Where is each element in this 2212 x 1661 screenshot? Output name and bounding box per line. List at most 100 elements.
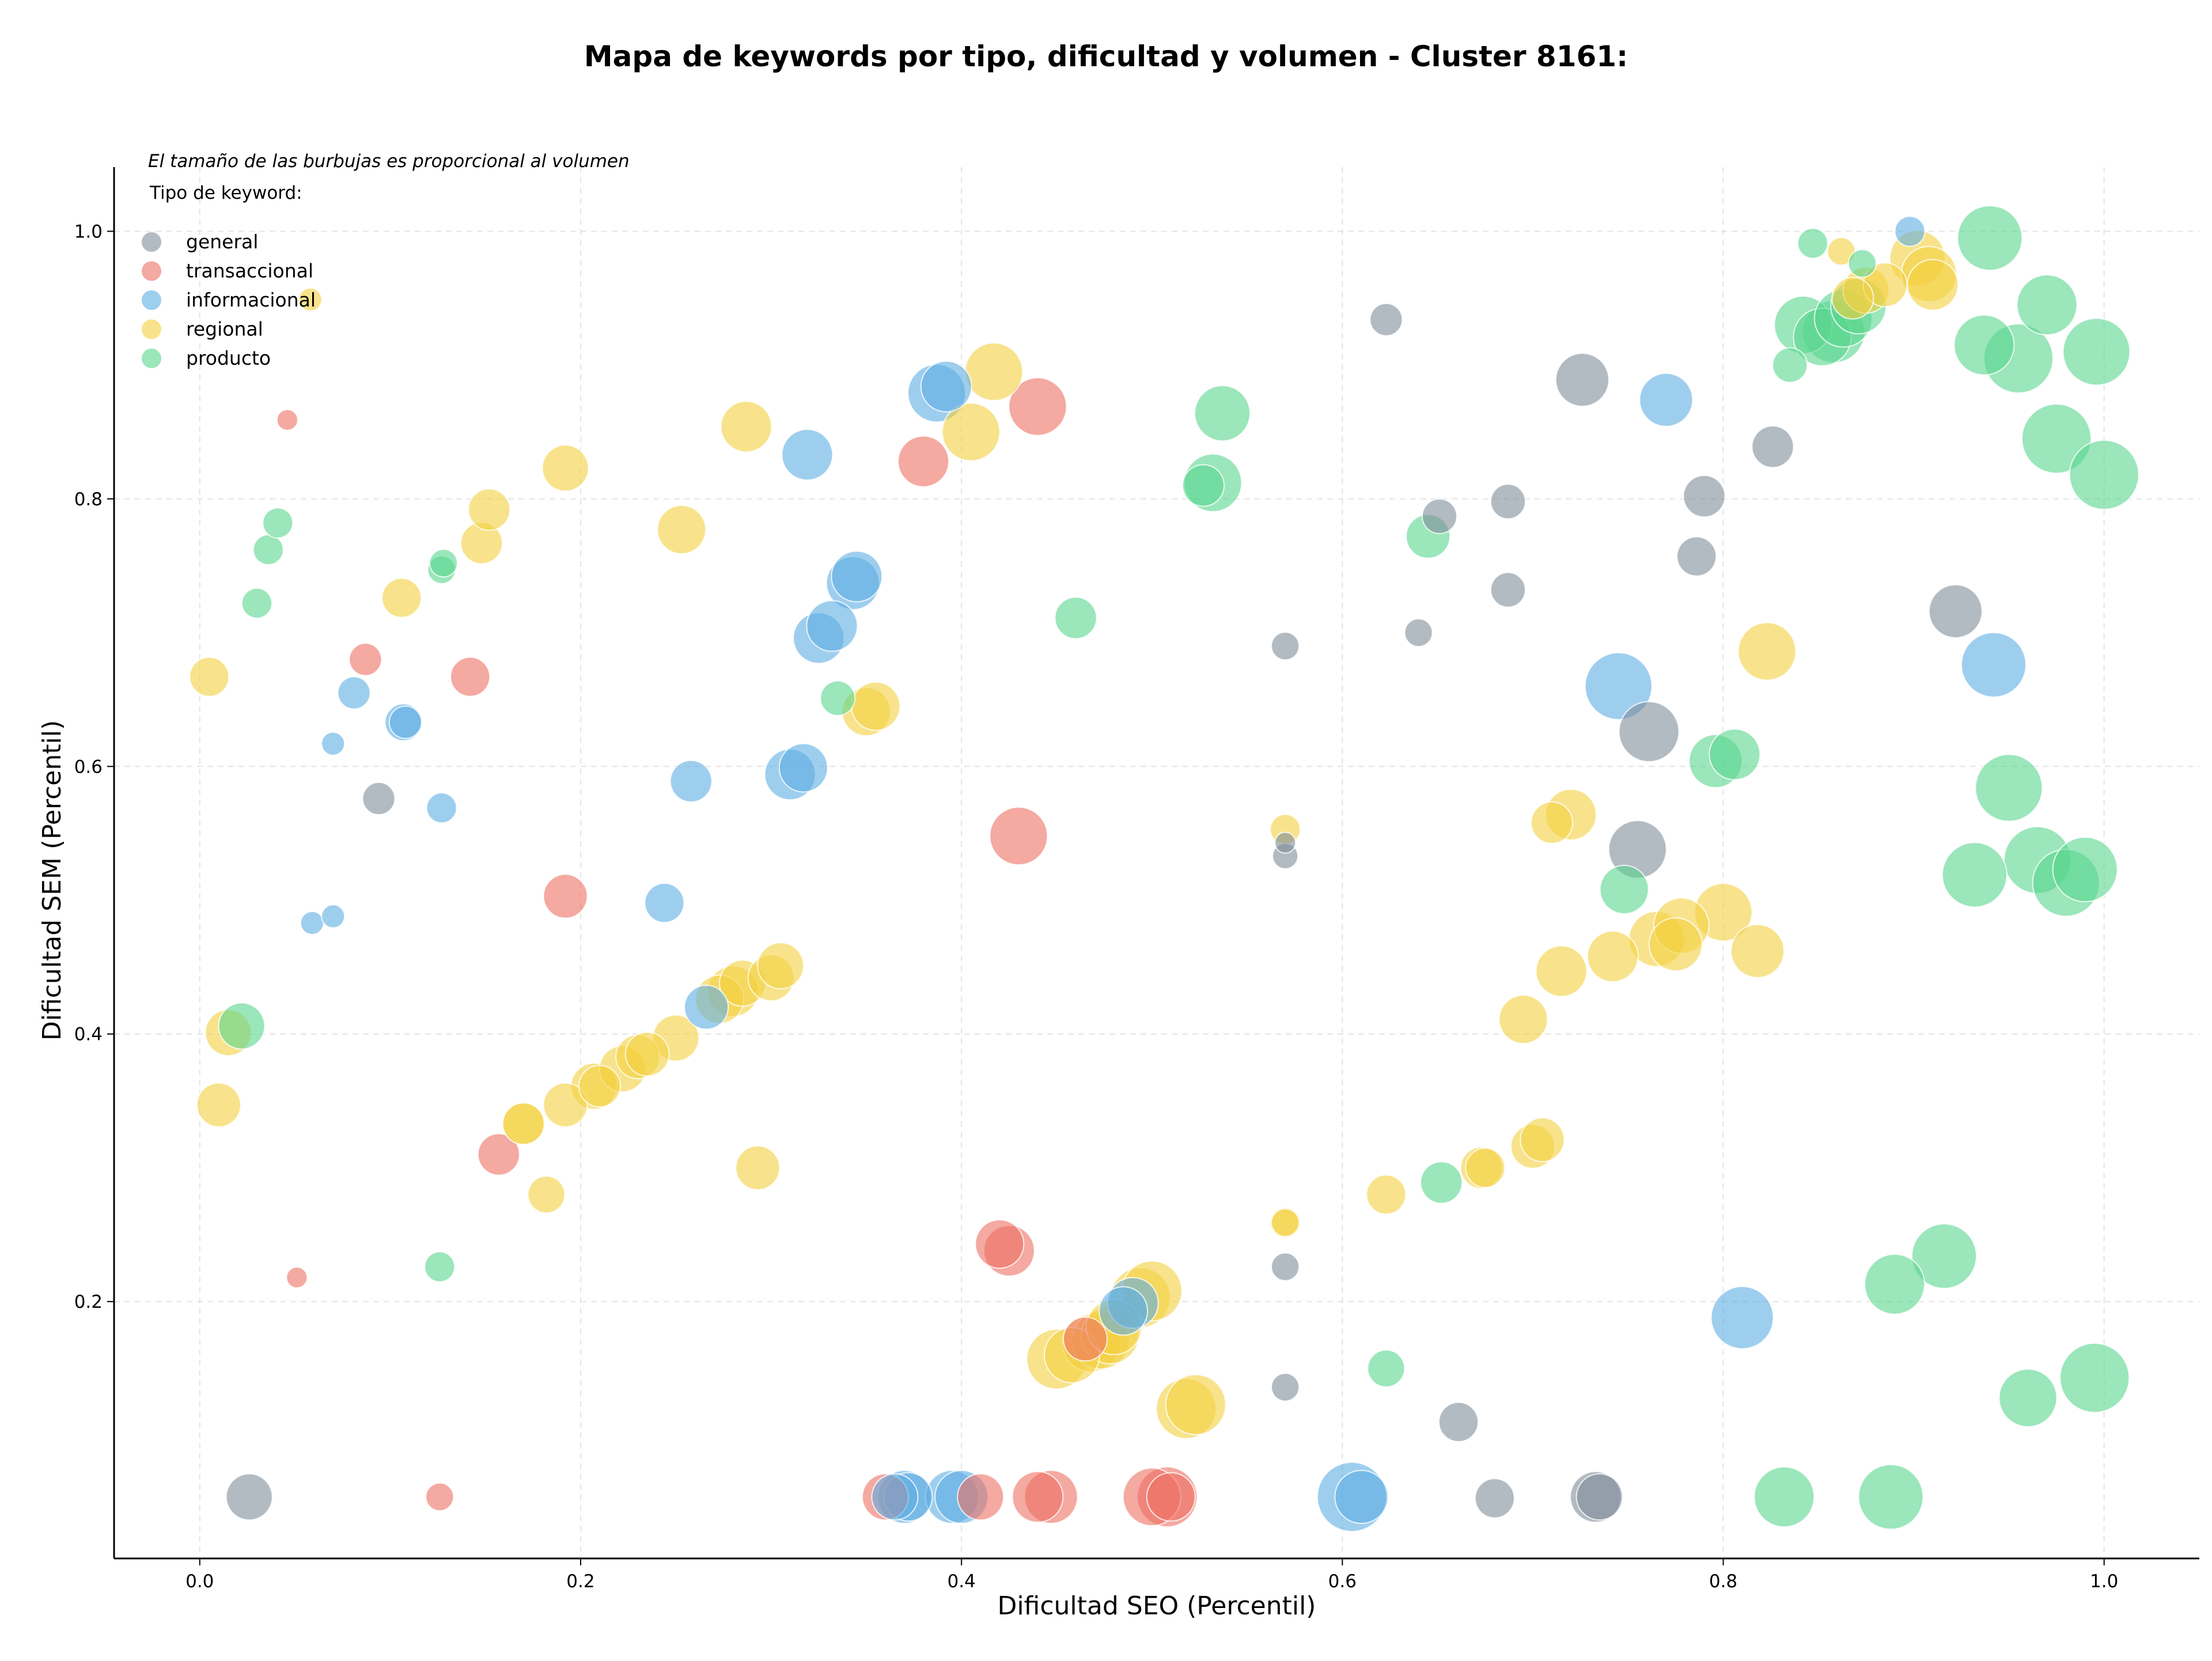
axes <box>113 167 2199 1560</box>
data-point-transaccional <box>450 656 491 697</box>
data-point-producto <box>1864 1253 1926 1315</box>
data-point-informacional <box>1334 1470 1389 1524</box>
data-point-informacional <box>388 705 422 739</box>
data-point-regional <box>1530 801 1573 844</box>
data-point-informacional <box>669 759 713 803</box>
data-point-producto <box>262 507 294 539</box>
data-point-informacional <box>831 550 883 603</box>
data-point-regional <box>468 488 511 531</box>
data-point-regional <box>381 577 422 618</box>
data-point-informacional <box>1710 1286 1774 1350</box>
data-point-transaccional <box>286 1266 308 1289</box>
data-point-producto <box>429 548 458 578</box>
data-point-producto <box>2016 274 2078 336</box>
data-point-informacional <box>806 600 858 652</box>
data-point-regional <box>735 1145 781 1190</box>
data-point-informacional <box>684 985 729 1030</box>
data-point-producto <box>1957 205 2023 271</box>
data-point-general <box>1928 584 1983 638</box>
data-point-informacional <box>920 360 972 413</box>
data-point-informacional <box>1099 1286 1149 1336</box>
legend-title: Tipo de keyword: <box>149 183 302 203</box>
data-point-producto <box>1054 596 1097 640</box>
data-point-producto <box>1911 1223 1978 1289</box>
legend-label-informacional: informacional <box>186 289 316 311</box>
x-tick-label: 0.4 <box>947 1571 975 1592</box>
data-point-producto <box>252 534 284 566</box>
data-point-informacional <box>871 1473 919 1521</box>
data-point-transaccional <box>989 807 1048 866</box>
data-point-general <box>1271 1372 1300 1402</box>
data-point-transaccional <box>1008 377 1067 436</box>
data-point-producto <box>1975 754 2043 822</box>
data-point-informacional <box>778 743 828 793</box>
data-point-general <box>1490 483 1526 520</box>
data-point-transaccional <box>957 1473 1005 1521</box>
data-point-informacional <box>321 904 346 929</box>
data-point-producto <box>2021 403 2092 474</box>
data-point-producto <box>1998 1368 2058 1428</box>
chart-title: Mapa de keywords por tipo, dificultad y … <box>584 40 1628 73</box>
data-point-producto <box>1709 728 1761 781</box>
data-point-producto <box>218 1002 266 1050</box>
data-point-general <box>1474 1478 1515 1519</box>
data-point-producto <box>1194 385 1251 442</box>
data-point-producto <box>424 1251 456 1282</box>
data-point-general <box>1683 475 1726 518</box>
data-point-regional <box>1831 277 1874 320</box>
x-tick-label: 0.8 <box>1709 1571 1737 1592</box>
legend-marker-informacional <box>142 290 161 310</box>
data-point-producto <box>820 680 856 716</box>
data-point-general <box>1369 302 1403 336</box>
data-point-transaccional <box>1146 1472 1196 1522</box>
data-point-producto <box>1367 1349 1406 1388</box>
data-point-regional <box>543 1082 588 1127</box>
data-point-regional <box>1520 1117 1565 1163</box>
data-point-informacional <box>300 910 324 935</box>
data-point-transaccional <box>1063 1316 1108 1362</box>
legend-label-transaccional: transaccional <box>186 260 313 282</box>
data-point-producto <box>2069 440 2139 510</box>
data-point-general <box>1274 831 1297 854</box>
data-point-transaccional <box>543 873 588 919</box>
data-point-general <box>1490 572 1526 608</box>
data-point-transaccional <box>349 642 382 676</box>
data-point-regional <box>1737 622 1797 681</box>
data-point-producto <box>1847 249 1877 278</box>
data-point-regional <box>964 342 1024 402</box>
data-point-general <box>1438 1402 1479 1443</box>
tick-labels: 0.0 0.2 0.4 0.6 0.8 1.0 0.2 0.4 0.6 0.8 1.0 <box>74 221 2119 1592</box>
legend-marker-producto <box>142 349 161 368</box>
data-points <box>189 205 2139 1533</box>
data-point-regional <box>298 287 323 312</box>
data-point-general <box>1271 631 1300 661</box>
y-tick-label: 0.8 <box>74 489 103 510</box>
data-point-general <box>1421 498 1457 535</box>
data-point-general <box>1751 425 1794 468</box>
x-tick-label: 0.0 <box>185 1571 214 1592</box>
data-point-regional <box>196 1082 241 1127</box>
legend-marker-transaccional <box>142 261 161 281</box>
data-point-regional <box>657 505 707 555</box>
data-point-general <box>1404 618 1433 648</box>
data-point-transaccional <box>1012 1471 1064 1523</box>
y-tick-label: 0.2 <box>74 1292 103 1312</box>
data-point-informacional <box>1639 373 1694 427</box>
data-point-general <box>1555 353 1609 407</box>
y-tick-label: 0.6 <box>74 756 103 777</box>
data-point-producto <box>241 588 272 619</box>
data-point-regional <box>578 1065 622 1108</box>
data-point-regional <box>527 1175 566 1214</box>
data-point-producto <box>2059 1342 2130 1413</box>
data-point-general <box>362 782 396 816</box>
data-point-regional <box>1535 945 1588 997</box>
chart-note: El tamaño de las burbujas es proporciona… <box>148 151 630 172</box>
data-point-informacional <box>1584 652 1653 720</box>
data-point-regional <box>502 1102 545 1145</box>
data-point-transaccional <box>897 435 950 487</box>
data-point-producto <box>1420 1161 1463 1204</box>
data-point-regional <box>1366 1174 1407 1215</box>
data-point-general <box>1575 1473 1623 1521</box>
data-point-general <box>1676 536 1717 577</box>
